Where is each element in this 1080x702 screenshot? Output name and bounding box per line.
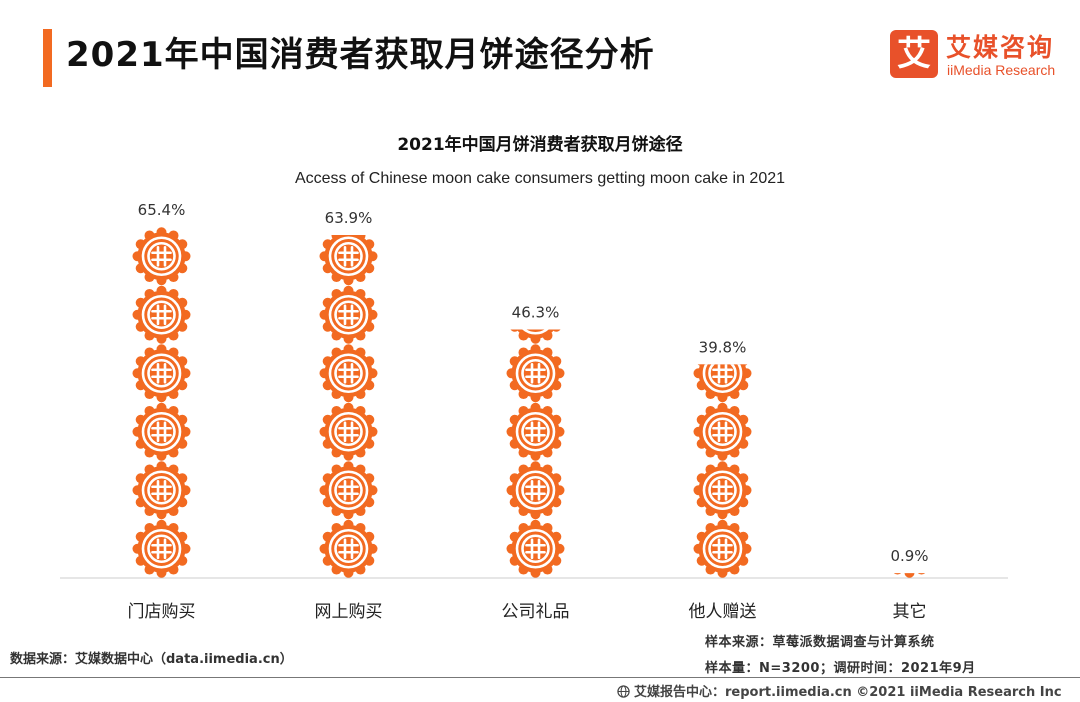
mooncake-icon xyxy=(318,460,379,521)
bar-1 xyxy=(318,235,379,579)
mooncake-icon xyxy=(318,401,379,462)
logo-mark: 艾 xyxy=(890,30,938,78)
mooncake-icon xyxy=(505,343,566,404)
mooncake-icon xyxy=(694,286,752,344)
data-source: 数据来源：艾媒数据中心（data.iimedia.cn） xyxy=(10,652,293,667)
data-label: 39.8% xyxy=(699,338,747,356)
bar-0 xyxy=(131,227,192,578)
mooncake-icon xyxy=(318,235,379,287)
page-title: 2021年中国消费者获取月饼途径分析 xyxy=(66,35,655,75)
title-accent-bar xyxy=(43,29,52,87)
sample-source: 样本来源：草莓派数据调查与计算系统 xyxy=(705,635,935,650)
sample-size: 样本量：N=3200；调研时间：2021年9月 xyxy=(705,661,976,676)
chart-title: 2021年中国月饼消费者获取月饼途径 xyxy=(397,134,682,155)
mooncake-icon xyxy=(131,227,192,287)
bar-3 xyxy=(692,286,753,578)
logo-name-cn: 艾媒咨询 xyxy=(946,33,1055,62)
data-label: 65.4% xyxy=(138,201,186,219)
logo-name-en: iiMedia Research xyxy=(947,62,1056,78)
footer-divider xyxy=(0,677,1080,678)
category-label: 网上购买 xyxy=(315,602,383,622)
mooncake-icon xyxy=(505,460,566,521)
mooncake-icon xyxy=(505,518,566,579)
category-label: 门店购买 xyxy=(128,602,196,622)
mooncake-icon xyxy=(131,460,192,521)
report-center: 艾媒报告中心：report.iimedia.cn ©2021 iiMedia R… xyxy=(617,681,1062,700)
category-label: 其它 xyxy=(893,602,927,622)
globe-icon xyxy=(617,685,630,698)
mooncake-icon xyxy=(318,343,379,404)
iimedia-logo: 艾 艾媒咨询 iiMedia Research xyxy=(890,30,1065,82)
mooncake-icon xyxy=(692,460,753,521)
mooncake-icon xyxy=(881,461,939,519)
chart-subtitle: Access of Chinese moon cake consumers ge… xyxy=(295,170,785,187)
mooncake-icon xyxy=(505,401,566,462)
bars-group: 65.4% 门店购买 63.9% 网上购买 46.3% 公司礼品 39.8% 他人赠送 0.9%… xyxy=(128,201,940,622)
mooncake-icon xyxy=(131,343,192,404)
mooncake-icon xyxy=(318,284,379,345)
report-center-text: 艾媒报告中心：report.iimedia.cn ©2021 iiMedia R… xyxy=(634,685,1062,700)
bar-2 xyxy=(505,227,566,579)
mooncake-icon xyxy=(131,401,192,462)
data-label: 0.9% xyxy=(890,547,928,565)
data-label: 63.9% xyxy=(325,209,373,227)
mooncake-icon xyxy=(692,518,753,578)
mooncake-pictograph-chart: 2021年中国月饼消费者获取月饼途径 Access of Chinese moo… xyxy=(60,134,1008,622)
mooncake-icon xyxy=(507,227,565,285)
mooncake-icon xyxy=(318,518,379,579)
category-label: 他人赠送 xyxy=(689,602,757,622)
mooncake-icon xyxy=(131,284,192,345)
data-label: 46.3% xyxy=(512,304,560,322)
category-label: 公司礼品 xyxy=(502,602,570,622)
mooncake-icon xyxy=(131,518,192,578)
mooncake-icon xyxy=(692,401,753,462)
